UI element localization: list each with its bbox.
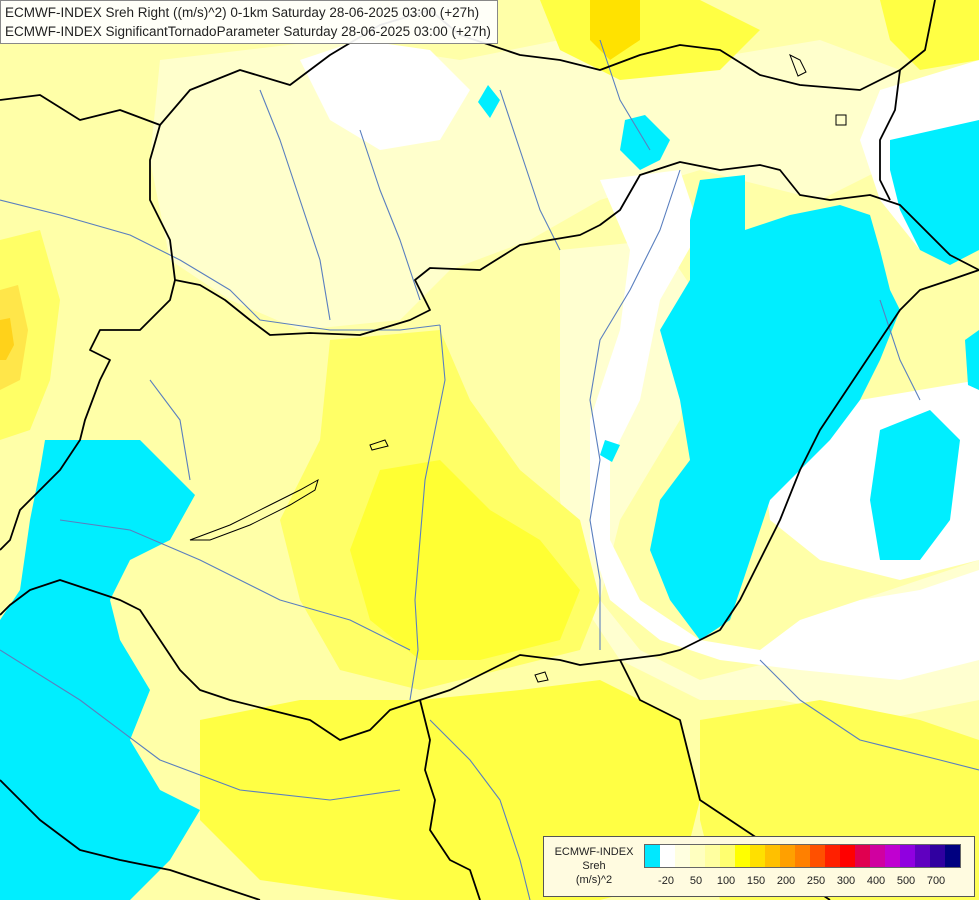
white-field-east [590,170,979,680]
color-legend: ECMWF-INDEX Sreh (m/s)^2 -20 50 100 150 200 2… [543,836,975,897]
gold-field-west-core [0,318,14,360]
legend-tick-label: 300 [836,875,856,887]
border-west-upper [0,124,176,551]
river-east-2 [879,299,921,401]
river-west-1 [149,379,191,481]
header-title-sreh: ECMWF-INDEX Sreh Right ((m/s)^2) 0-1km S… [5,5,480,20]
border-east-upper [879,69,901,201]
legend-swatch [750,845,765,867]
legend-swatch [720,845,735,867]
header-title-stp: ECMWF-INDEX SignificantTornadoParameter … [5,24,491,39]
legend-swatch [675,845,690,867]
border-north [0,0,936,126]
legend-swatch [660,845,675,867]
legend-tick-label: 700 [926,875,946,887]
legend-tick-labels: -20 50 100 150 200 250 300 400 500 700 [644,875,969,889]
river-north-4 [599,39,651,151]
river-east-1 [759,659,979,771]
river-drava [59,519,411,651]
cyan-field-east-large [650,175,900,640]
legend-source: ECMWF-INDEX [554,846,634,858]
white-field-north [300,40,470,150]
river-north-3 [499,89,561,251]
gold-field-north-top [590,0,640,60]
legend-swatch [945,845,960,867]
legend-swatch [915,845,930,867]
legend-tick-label: 100 [716,875,736,887]
cyan-field-southwest [0,440,200,900]
border-southwest [0,779,261,900]
gold-field-west [0,285,28,390]
legend-swatch [930,845,945,867]
legend-variable: Sreh [582,860,606,872]
cyan-field-mid-drop [600,440,620,462]
legend-swatch [780,845,795,867]
legend-tick-label: 200 [776,875,796,887]
river-tisza [589,169,681,650]
lakes [189,53,847,683]
legend-swatch [690,845,705,867]
border-south-serbia [419,699,481,900]
legend-swatch [855,845,870,867]
river-sava [0,649,401,801]
border-hungary-east [659,269,979,656]
border-hungary-north [174,161,979,336]
cyan-field-east-edge [965,330,979,390]
legend-swatch [885,845,900,867]
river-danube-south [409,324,446,701]
legend-units: (m/s)^2 [575,874,613,886]
yellow-field-northeast-top [880,0,979,70]
lake-balaton [189,478,319,541]
cyan-field-northeast [890,120,979,265]
lake-small-3 [835,114,847,126]
legend-swatch [795,845,810,867]
legend-tick-label: 50 [689,875,703,887]
cyan-field-north-drop [478,85,500,118]
legend-swatch [705,845,720,867]
legend-tick-label: -20 [658,875,674,887]
border-hungary-south [0,579,661,741]
lake-small-1 [369,439,389,451]
legend-swatch [735,845,750,867]
yellow-field-west [0,230,60,440]
river-north-2 [359,129,421,301]
legend-swatch [645,845,660,867]
river-north-1 [259,89,331,321]
legend-swatch [840,845,855,867]
legend-swatch [810,845,825,867]
lake-small-2 [789,53,807,77]
yellow-field-center-core [350,460,580,660]
lake-small-4 [534,671,549,683]
legend-caption: ECMWF-INDEX Sreh (m/s)^2 [544,845,644,887]
legend-tick-label: 500 [896,875,916,887]
cyan-field-east-small [870,410,960,560]
legend-tick-label: 400 [866,875,886,887]
river-morava [429,719,531,900]
legend-tick-label: 150 [746,875,766,887]
legend-color-bar [644,844,961,868]
map-header: ECMWF-INDEX Sreh Right ((m/s)^2) 0-1km S… [0,0,498,44]
legend-swatch [765,845,780,867]
legend-tick-label: 250 [806,875,826,887]
legend-swatch [825,845,840,867]
legend-swatch [870,845,885,867]
legend-swatch [900,845,915,867]
